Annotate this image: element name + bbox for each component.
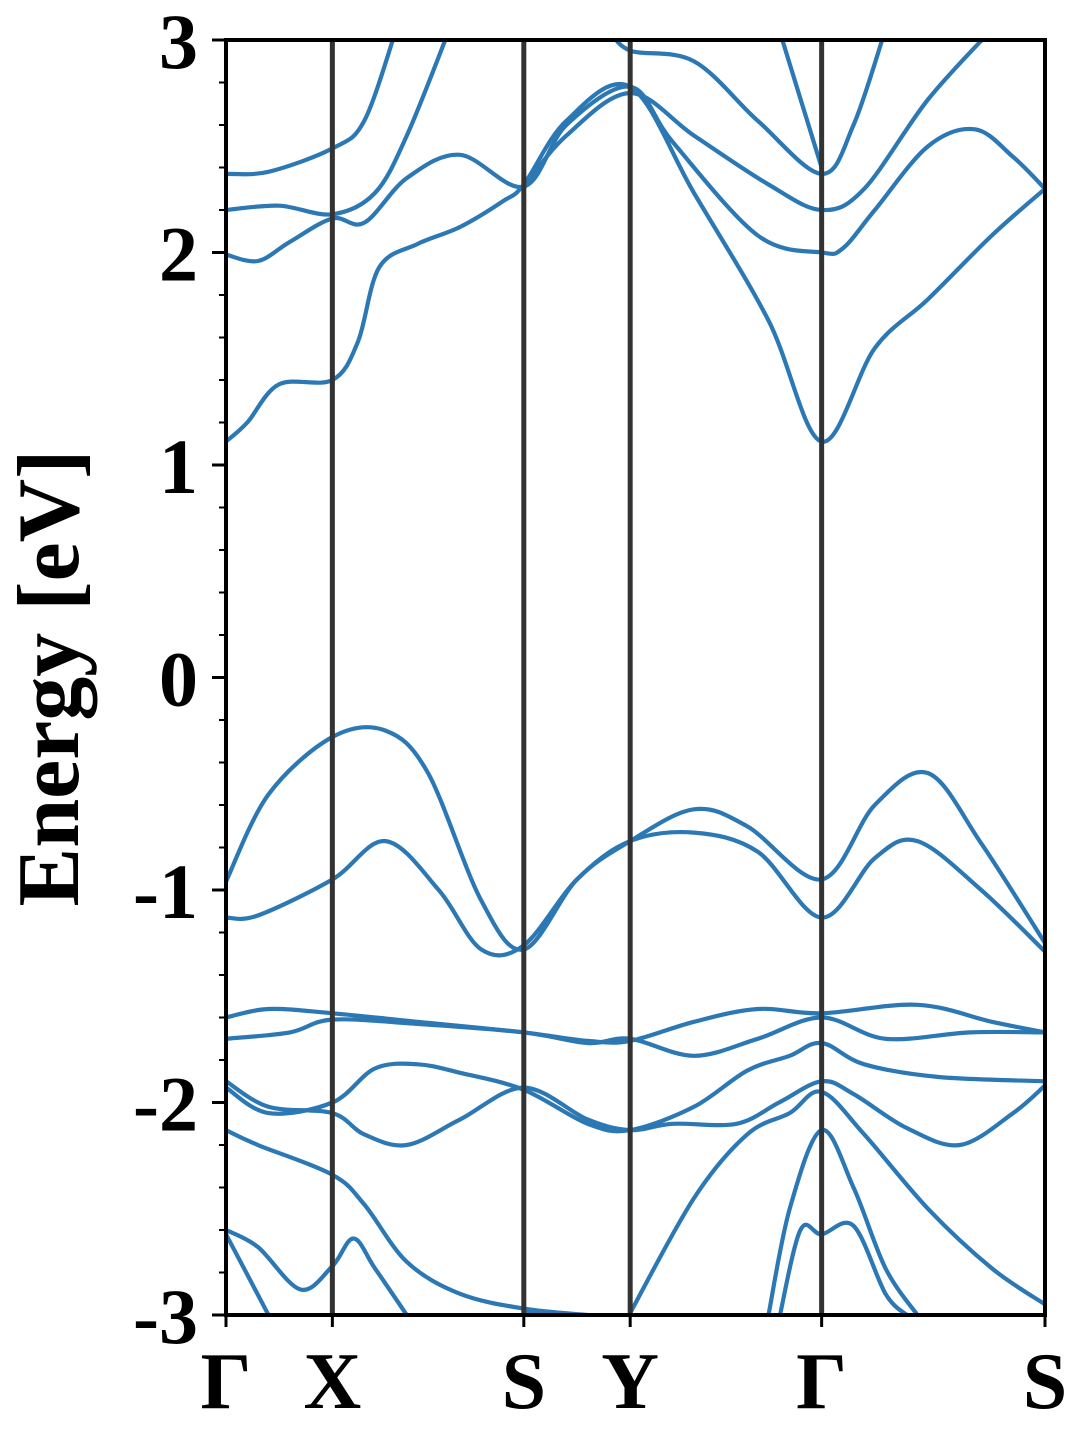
kpoint-lines (329, 40, 825, 1315)
x-tick-label: S (502, 1338, 547, 1426)
y-ticks: -3 -2 -1 0 1 2 3 (133, 0, 226, 1360)
x-tick-label: Γ (796, 1338, 847, 1426)
x-tick-label: Y (601, 1338, 659, 1426)
band-9 (226, 829, 1045, 958)
band-13 (226, 1040, 1045, 1134)
band-4 (226, 40, 395, 177)
band-15 (226, 1227, 409, 1315)
band-5 (521, 40, 985, 213)
y-tick-label: 1 (159, 423, 198, 510)
y-tick-label: -2 (133, 1061, 198, 1148)
y-tick-label: 2 (159, 211, 198, 298)
y-tick-label: -3 (133, 1273, 198, 1360)
x-tick-label: Γ (201, 1338, 252, 1426)
y-axis-label: Energy [eV] (1, 450, 98, 907)
band-lines (226, 40, 1045, 1315)
band-16 (226, 1232, 271, 1315)
band-1 (226, 82, 1045, 444)
band-6 (613, 40, 885, 177)
band-20 (777, 1220, 909, 1315)
band-12 (226, 1078, 1045, 1148)
band-19 (766, 1127, 920, 1315)
band-17 (521, 1308, 557, 1315)
band-14 (226, 1128, 590, 1315)
band-2 (226, 84, 1045, 264)
band-3 (226, 40, 448, 217)
y-tick-label: 3 (159, 0, 198, 85)
y-tick-label: -1 (133, 848, 198, 935)
x-tick-label: X (303, 1338, 361, 1426)
y-tick-label: 0 (159, 636, 198, 723)
x-tick-label: S (1023, 1338, 1068, 1426)
band-11 (226, 1015, 1045, 1058)
plot-frame (224, 38, 1047, 1317)
